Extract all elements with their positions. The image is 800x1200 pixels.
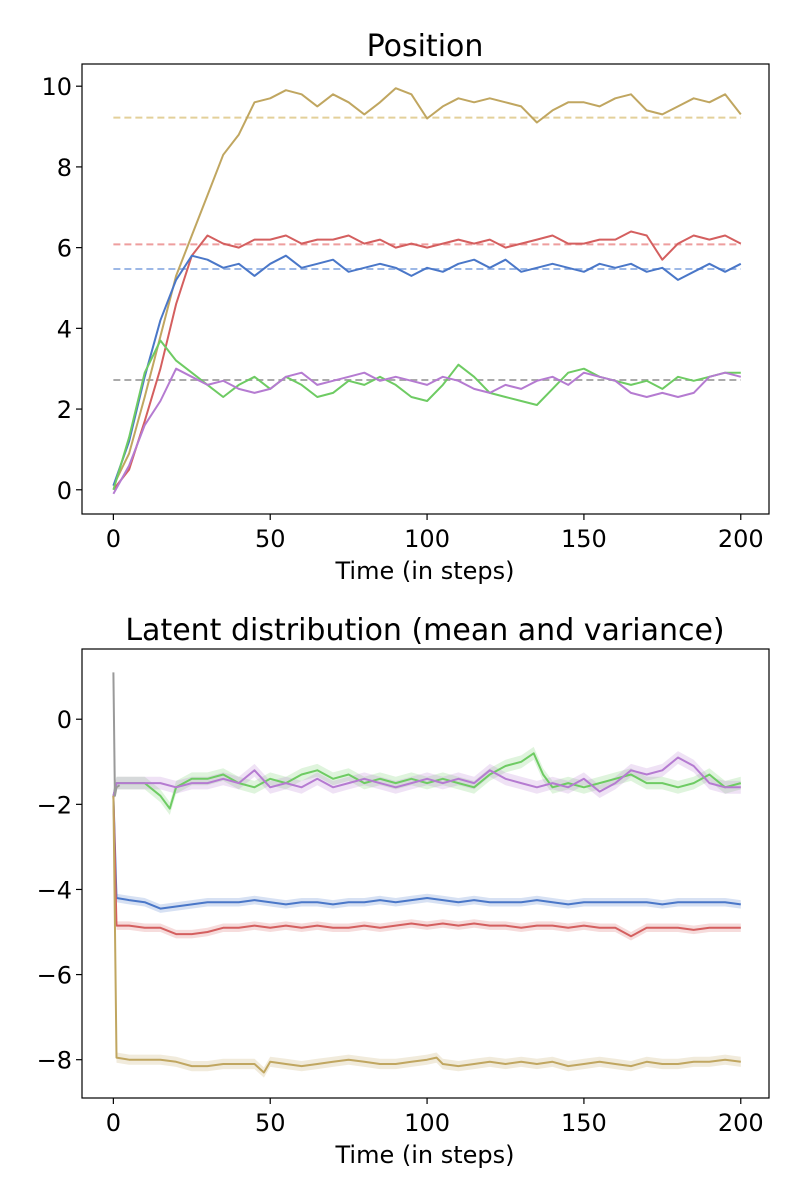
series-line-1 — [112, 230, 742, 491]
x-tick-label: 0 — [106, 1109, 121, 1137]
series-line-5 — [112, 672, 121, 797]
plot-frame — [81, 63, 770, 515]
x-axis-ticks: 0 50 100 150 200 — [106, 1098, 764, 1137]
chart-title: Latent distribution (mean and variance) — [125, 613, 724, 648]
x-tick-label: 150 — [561, 1109, 607, 1137]
plot-frame — [81, 648, 770, 1099]
x-tick-label: 200 — [718, 1109, 764, 1137]
y-tick-label: 10 — [41, 73, 72, 101]
series-lines — [112, 87, 742, 495]
series-line-2 — [112, 254, 742, 487]
y-tick-label: 2 — [57, 396, 72, 424]
variance-band-0 — [113, 746, 741, 815]
variance-band-1 — [113, 751, 741, 803]
x-axis-ticks: 0 50 100 150 200 — [106, 514, 764, 553]
x-tick-label: 100 — [404, 1109, 450, 1137]
y-tick-label: −6 — [37, 962, 72, 990]
series-lines — [112, 672, 742, 1074]
x-tick-label: 100 — [404, 525, 450, 553]
x-axis-label: Time (in steps) — [334, 1141, 514, 1169]
y-axis-ticks: 0 2 4 6 8 10 — [41, 73, 82, 505]
latent-distribution-chart: Latent distribution (mean and variance) … — [37, 613, 770, 1169]
series-line-3 — [112, 795, 741, 938]
chart-title: Position — [367, 29, 484, 64]
y-tick-label: 4 — [57, 315, 72, 343]
x-tick-label: 50 — [255, 1109, 286, 1137]
y-axis-ticks: 0 −2 −4 −6 −8 — [37, 706, 82, 1075]
x-tick-label: 150 — [561, 525, 607, 553]
series-line-2 — [112, 795, 741, 910]
x-tick-label: 50 — [255, 525, 286, 553]
y-tick-label: −4 — [37, 876, 72, 904]
variance-band-3 — [113, 791, 741, 941]
variance-bands — [113, 746, 741, 1078]
series-line-0 — [112, 87, 742, 487]
y-tick-label: −2 — [37, 791, 72, 819]
y-tick-label: 0 — [57, 706, 72, 734]
y-tick-label: 0 — [57, 477, 72, 505]
variance-band-2 — [113, 791, 741, 913]
x-tick-label: 0 — [106, 525, 121, 553]
y-tick-label: 8 — [57, 154, 72, 182]
y-tick-label: −8 — [37, 1047, 72, 1075]
reference-lines — [113, 116, 741, 382]
series-line-3 — [112, 339, 741, 491]
y-tick-label: 6 — [57, 235, 72, 263]
series-line-4 — [112, 795, 741, 1074]
series-line-1 — [112, 756, 741, 797]
position-chart: Position 0 50 100 150 200 0 2 4 6 8 10 Time (in s… — [41, 29, 770, 585]
x-tick-label: 200 — [718, 525, 764, 553]
x-axis-label: Time (in steps) — [334, 557, 514, 585]
series-line-4 — [112, 367, 742, 495]
